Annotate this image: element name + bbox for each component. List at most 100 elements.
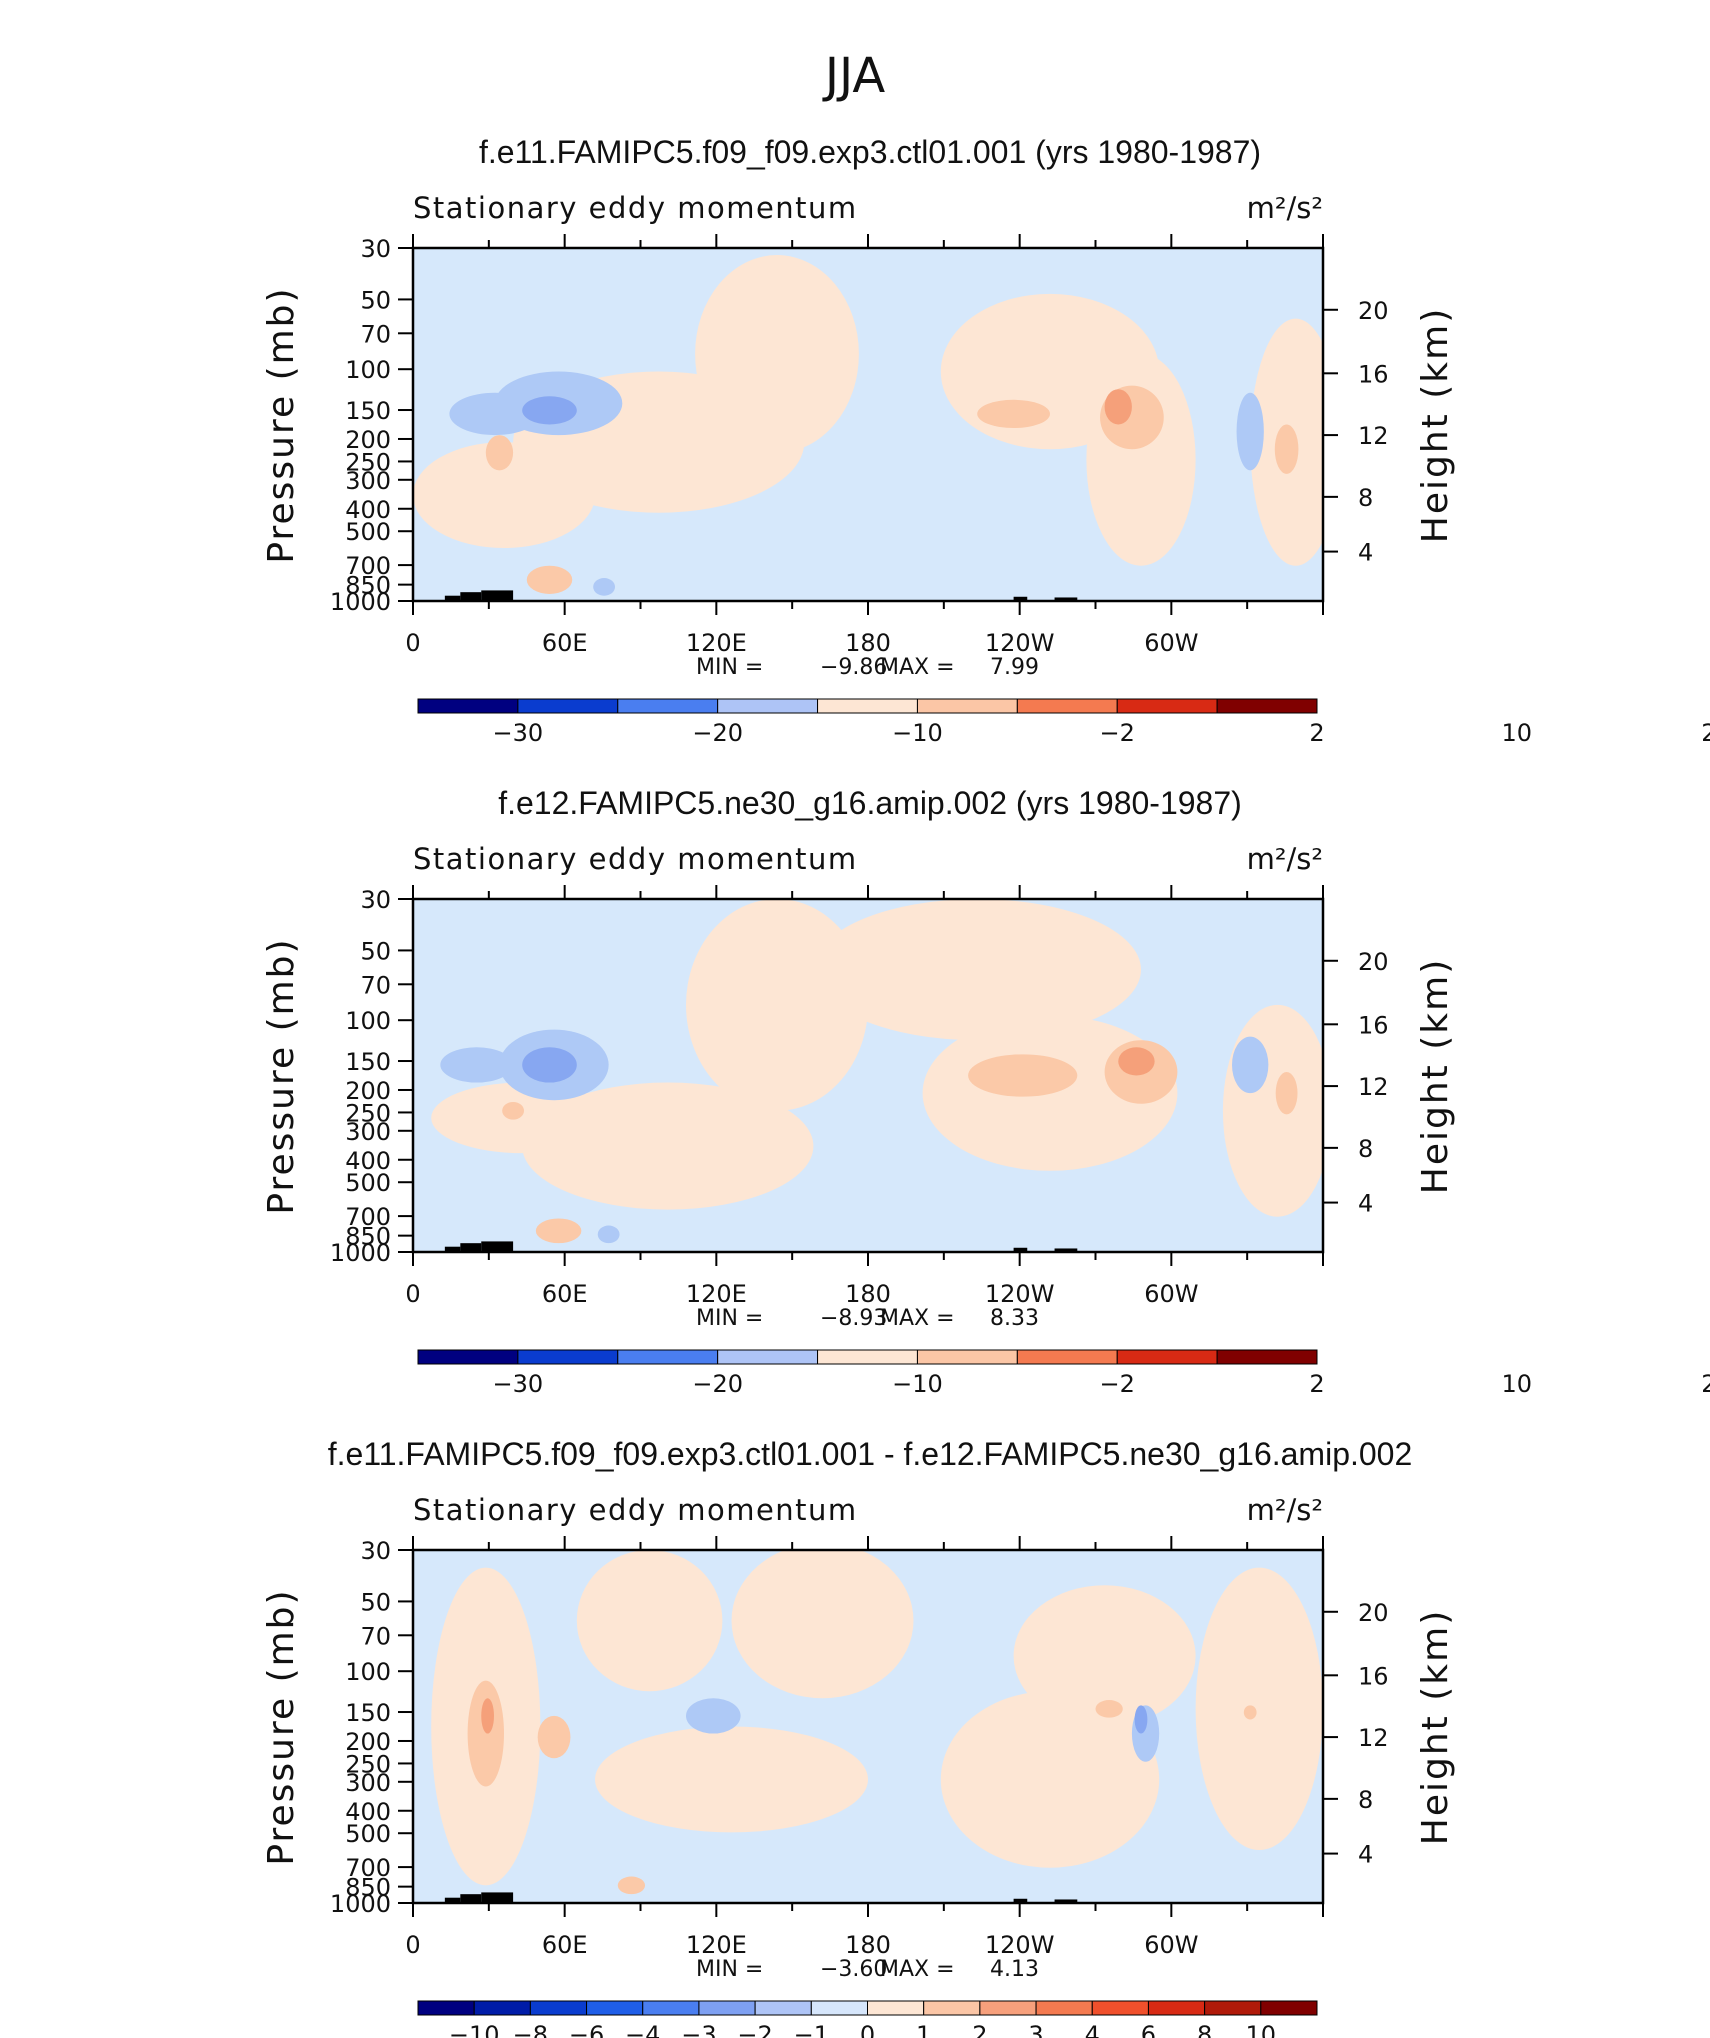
- y-tick-label: 70: [360, 971, 391, 999]
- x-tick-label: 120W: [985, 1280, 1055, 1308]
- stats-max: 7.99: [990, 655, 1039, 680]
- colorbar-label: −8: [513, 2021, 548, 2038]
- y-tick-label: 150: [345, 1048, 391, 1076]
- x-tick-label: 120W: [985, 629, 1055, 657]
- y-tick-label: 150: [345, 397, 391, 425]
- contour-region: [537, 1715, 571, 1759]
- y-tick-label: 200: [345, 1077, 391, 1105]
- y-tick-label: 30: [360, 1537, 391, 1565]
- colorbar-box: [754, 2000, 812, 2016]
- y-tick-label: 850: [345, 1223, 391, 1251]
- colorbar-box: [1116, 1349, 1218, 1365]
- y2-tick-label: 8: [1358, 484, 1373, 512]
- contour-region: [1236, 392, 1264, 471]
- colorbar-box: [417, 2000, 475, 2016]
- colorbar-label: 0: [860, 2021, 875, 2038]
- colorbar-box: [617, 698, 719, 714]
- stats-min-label: MIN =: [696, 655, 763, 680]
- y2-tick-label: 12: [1358, 1073, 1389, 1101]
- colorbar-label: −20: [692, 719, 743, 747]
- colorbar-label: −30: [493, 719, 544, 747]
- panel-title: f.e12.FAMIPC5.ne30_g16.amip.002 (yrs 198…: [498, 785, 1242, 821]
- panel-left-label: Stationary eddy momentum: [413, 1493, 858, 1527]
- x-tick-label: 180: [845, 1280, 891, 1308]
- panel-units-label: m²/s²: [1247, 1493, 1323, 1527]
- colorbar-label: −10: [449, 2021, 500, 2038]
- colorbar-box: [1147, 2000, 1206, 2016]
- colorbar-label: 10: [1502, 719, 1533, 747]
- contour-region: [595, 1726, 868, 1833]
- contour-region: [597, 1225, 620, 1244]
- colorbar: −30−20−10−22102030: [417, 1349, 1710, 1398]
- topography-mask: [1054, 1248, 1078, 1252]
- y-tick-label: 250: [345, 448, 391, 476]
- colorbar-box: [517, 698, 619, 714]
- y-tick-label: 200: [345, 426, 391, 454]
- colorbar-box: [979, 2000, 1037, 2016]
- stats-max: 4.13: [990, 1957, 1039, 1982]
- contour-field: [413, 255, 1323, 601]
- y2-axis-label: Height (km): [1415, 958, 1456, 1194]
- y2-tick-label: 16: [1358, 1011, 1389, 1039]
- contour-region: [1095, 1700, 1123, 1718]
- stats-min: −8.93: [820, 1306, 887, 1331]
- contour-region: [1013, 1585, 1196, 1727]
- contour-region: [526, 565, 573, 594]
- colorbar-box: [642, 2000, 700, 2016]
- contour-region: [1086, 353, 1196, 566]
- topography-mask: [1013, 1247, 1028, 1252]
- colorbar-label: −20: [692, 1370, 743, 1398]
- contour-region: [522, 1047, 577, 1083]
- y-tick-label: 300: [345, 1769, 391, 1797]
- contour-region: [502, 1101, 525, 1120]
- y-axis-label: Pressure (mb): [261, 937, 302, 1214]
- y-tick-label: 150: [345, 1699, 391, 1727]
- colorbar-label: −1: [794, 2021, 829, 2038]
- topography-mask: [1054, 597, 1078, 601]
- contour-region: [431, 1082, 614, 1154]
- colorbar-label: −4: [625, 2021, 660, 2038]
- panel-left-label: Stationary eddy momentum: [413, 842, 858, 876]
- contour-region: [1232, 1036, 1269, 1094]
- y-tick-label: 850: [345, 1874, 391, 1902]
- y2-tick-label: 8: [1358, 1135, 1373, 1163]
- colorbar-box: [417, 1349, 519, 1365]
- colorbar-label: 2: [1309, 719, 1324, 747]
- y-tick-label: 400: [345, 1798, 391, 1826]
- colorbar-label: −2: [737, 2021, 772, 2038]
- x-tick-label: 60E: [542, 629, 588, 657]
- y-tick-label: 100: [345, 356, 391, 384]
- colorbar-box: [717, 1349, 819, 1365]
- y-axis-label: Pressure (mb): [261, 1588, 302, 1865]
- stats-min-label: MIN =: [696, 1957, 763, 1982]
- contour-region: [467, 1680, 504, 1787]
- colorbar-box: [1016, 1349, 1118, 1365]
- y2-tick-label: 20: [1358, 297, 1389, 325]
- y2-tick-label: 16: [1358, 360, 1389, 388]
- colorbar-label: −2: [1100, 1370, 1135, 1398]
- colorbar-box: [1016, 698, 1118, 714]
- colorbar-box: [1091, 2000, 1149, 2016]
- y-tick-label: 50: [360, 286, 391, 314]
- y-tick-label: 500: [345, 518, 391, 546]
- x-tick-label: 60E: [542, 1280, 588, 1308]
- colorbar-box: [810, 2000, 868, 2016]
- stats-max: 8.33: [990, 1306, 1039, 1331]
- y2-tick-label: 4: [1358, 1190, 1373, 1218]
- panel-left-label: Stationary eddy momentum: [413, 191, 858, 225]
- colorbar-box: [698, 2000, 756, 2016]
- colorbar-label: 8: [1197, 2021, 1212, 2038]
- colorbar-label: 20: [1701, 719, 1710, 747]
- colorbar-box: [586, 2000, 644, 2016]
- contour-region: [1275, 1071, 1298, 1115]
- contour-region: [576, 1550, 723, 1692]
- colorbar-box: [1204, 2000, 1262, 2016]
- colorbar-box: [817, 698, 918, 714]
- x-tick-label: 120E: [686, 629, 747, 657]
- colorbar-label: 2: [1309, 1370, 1324, 1398]
- contour-region: [1222, 1004, 1323, 1217]
- y-tick-label: 250: [345, 1750, 391, 1778]
- contour-region: [413, 442, 595, 549]
- contour-region: [813, 899, 1141, 1041]
- x-tick-label: 0: [405, 629, 420, 657]
